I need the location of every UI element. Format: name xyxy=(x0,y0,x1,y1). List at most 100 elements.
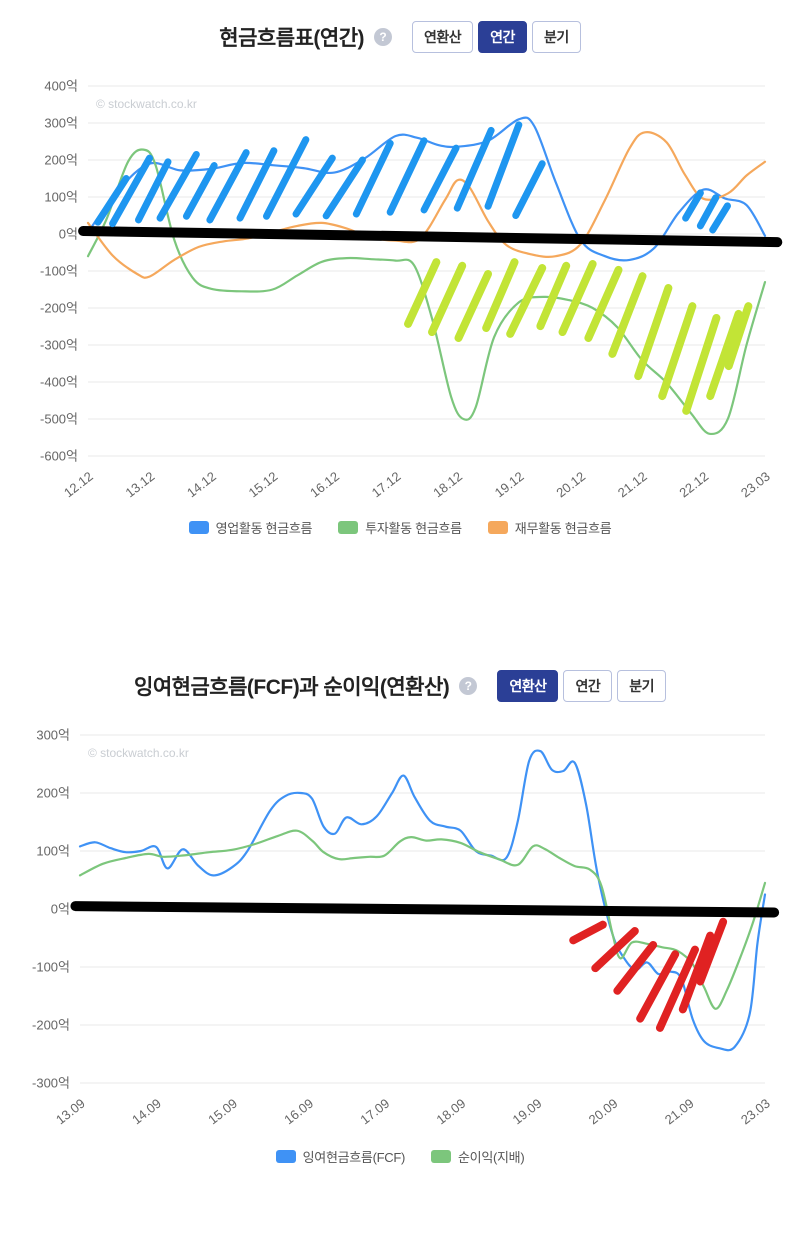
y-axis-label: 0억 xyxy=(51,902,70,917)
hand-drawn-stroke xyxy=(682,189,704,222)
period-toggle-group: 연환산 연간 분기 xyxy=(412,21,581,53)
x-axis-label: 17.09 xyxy=(357,1096,392,1128)
watermark: © stockwatch.co.kr xyxy=(88,746,189,760)
legend-swatch xyxy=(188,521,209,534)
legend-item[interactable]: 잉여현금흐름(FCF) xyxy=(275,1147,406,1166)
hand-drawn-stroke xyxy=(636,950,680,1023)
page-title: 현금흐름표(연간) xyxy=(219,27,365,50)
x-axis-label: 21.09 xyxy=(662,1096,697,1128)
hand-drawn-stroke xyxy=(655,945,699,1032)
hand-drawn-stroke xyxy=(322,156,366,220)
hand-drawn-stroke xyxy=(696,917,728,986)
hand-drawn-stroke xyxy=(709,202,731,234)
x-axis-label: 14.09 xyxy=(129,1096,164,1128)
legend-item[interactable]: 순이익(지배) xyxy=(431,1147,525,1166)
y-axis-label: 100억 xyxy=(44,190,78,205)
period-toggle-group: 연환산 연간 분기 xyxy=(497,670,666,702)
hand-drawn-stroke xyxy=(536,261,571,331)
fcf-net-income-chart-section: 잉여현금흐름(FCF)과 순이익(연환산) ? 연환산 연간 분기 300억 20… xyxy=(0,649,800,1166)
legend-label: 순이익(지배) xyxy=(458,1150,525,1165)
hand-drawn-stroke xyxy=(482,258,519,332)
hand-drawn-stroke xyxy=(236,147,278,222)
hand-drawn-stroke xyxy=(386,137,428,216)
series-line xyxy=(78,829,767,1010)
y-axis-label: -500억 xyxy=(40,412,78,427)
hand-drawn-stroke xyxy=(608,272,647,358)
x-axis-label: 15.12 xyxy=(246,469,281,501)
help-icon[interactable]: ? xyxy=(459,677,478,695)
zero-line-annotation xyxy=(78,226,783,248)
x-axis-label: 17.12 xyxy=(369,469,404,501)
y-axis-label: 300억 xyxy=(36,728,70,743)
x-axis-label: 15.09 xyxy=(205,1096,240,1128)
cash-flow-chart-section: 현금흐름표(연간) ? 연환산 연간 분기 400억 300억 200억 100억 0억… xyxy=(0,0,800,537)
legend-item[interactable]: 투자활동 현금흐름 xyxy=(338,518,462,537)
hand-drawn-stroke xyxy=(613,940,658,995)
fcf-net-income-line-chart: 300억 200억 100억 0억 -100억 -200억 -300억 13.09 14.09 1… xyxy=(32,728,780,1128)
hand-drawn-stroke xyxy=(512,160,546,219)
y-axis-label: -200억 xyxy=(40,301,78,316)
y-axis-label: -400억 xyxy=(40,375,78,390)
y-axis-label: -300억 xyxy=(32,1076,70,1091)
hand-drawn-stroke xyxy=(352,139,394,218)
hand-drawn-stroke xyxy=(292,154,336,218)
toggle-annual-button[interactable]: 연간 xyxy=(563,670,613,702)
hand-drawn-stroke xyxy=(404,258,441,328)
hand-drawn-stroke xyxy=(558,259,597,337)
x-axis-label: 19.12 xyxy=(492,469,527,501)
hand-drawn-stroke xyxy=(569,920,607,945)
x-axis-label: 12.12 xyxy=(61,469,96,501)
legend-item[interactable]: 영업활동 현금흐름 xyxy=(188,518,313,537)
help-icon[interactable]: ? xyxy=(374,28,393,46)
hand-drawn-stroke xyxy=(591,927,639,973)
chart-header: 현금흐름표(연간) ? 연환산 연간 분기 xyxy=(0,18,800,56)
chart-legend: 잉여현금흐름(FCF) 순이익(지배) xyxy=(0,1147,800,1166)
x-axis-label: 16.09 xyxy=(281,1096,316,1128)
x-axis-label: 23.03 xyxy=(738,469,773,501)
hand-drawn-stroke xyxy=(696,194,720,230)
x-axis-label: 14.12 xyxy=(184,469,219,501)
y-axis-label: -300억 xyxy=(40,338,78,353)
legend-swatch xyxy=(338,521,359,534)
toggle-annualized-button[interactable]: 연환산 xyxy=(497,670,559,702)
y-axis-label: 300억 xyxy=(44,116,78,131)
watermark: © stockwatch.co.kr xyxy=(96,97,197,111)
hand-drawn-stroke xyxy=(454,269,493,342)
legend-swatch xyxy=(275,1150,296,1163)
legend-swatch xyxy=(487,521,508,534)
legend-label: 잉여현금흐름(FCF) xyxy=(302,1150,406,1165)
hand-drawn-stroke xyxy=(724,302,753,371)
toggle-quarterly-button[interactable]: 분기 xyxy=(617,670,666,702)
legend-swatch xyxy=(431,1150,452,1163)
hand-drawn-stroke xyxy=(634,284,673,381)
x-axis-label: 23.03 xyxy=(738,1096,773,1128)
y-axis-label: -100억 xyxy=(40,264,78,279)
y-axis-label: 200억 xyxy=(44,153,78,168)
y-axis-label: -200억 xyxy=(32,1018,70,1033)
chart-header: 잉여현금흐름(FCF)과 순이익(연환산) ? 연환산 연간 분기 xyxy=(0,667,800,705)
y-axis-label: 200억 xyxy=(36,786,70,801)
x-axis-label: 21.12 xyxy=(615,469,650,501)
hand-drawn-stroke xyxy=(134,158,172,224)
x-axis-label: 18.09 xyxy=(434,1096,469,1128)
hand-drawn-stroke xyxy=(682,313,721,415)
y-axis-label: 0억 xyxy=(59,227,78,242)
hand-drawn-stroke xyxy=(678,931,715,1014)
toggle-quarterly-button[interactable]: 분기 xyxy=(531,21,581,53)
legend-label: 재무활동 현금흐름 xyxy=(514,521,612,536)
page-title: 잉여현금흐름(FCF)과 순이익(연환산) xyxy=(134,676,450,699)
hand-drawn-stroke xyxy=(658,302,697,401)
hand-drawn-stroke xyxy=(206,149,250,224)
hand-drawn-stroke xyxy=(453,126,495,212)
hand-drawn-stroke xyxy=(420,144,460,214)
hand-drawn-stroke xyxy=(94,175,130,226)
hand-drawn-stroke xyxy=(262,136,310,220)
legend-item[interactable]: 재무활동 현금흐름 xyxy=(487,518,612,537)
series-line xyxy=(78,749,767,1052)
toggle-annual-button[interactable]: 연간 xyxy=(478,21,527,53)
hand-drawn-stroke xyxy=(182,162,218,220)
hand-drawn-stroke xyxy=(109,154,154,228)
hand-drawn-stroke xyxy=(706,309,743,401)
toggle-annualized-button[interactable]: 연환산 xyxy=(412,21,474,53)
x-axis-label: 19.09 xyxy=(510,1096,545,1128)
